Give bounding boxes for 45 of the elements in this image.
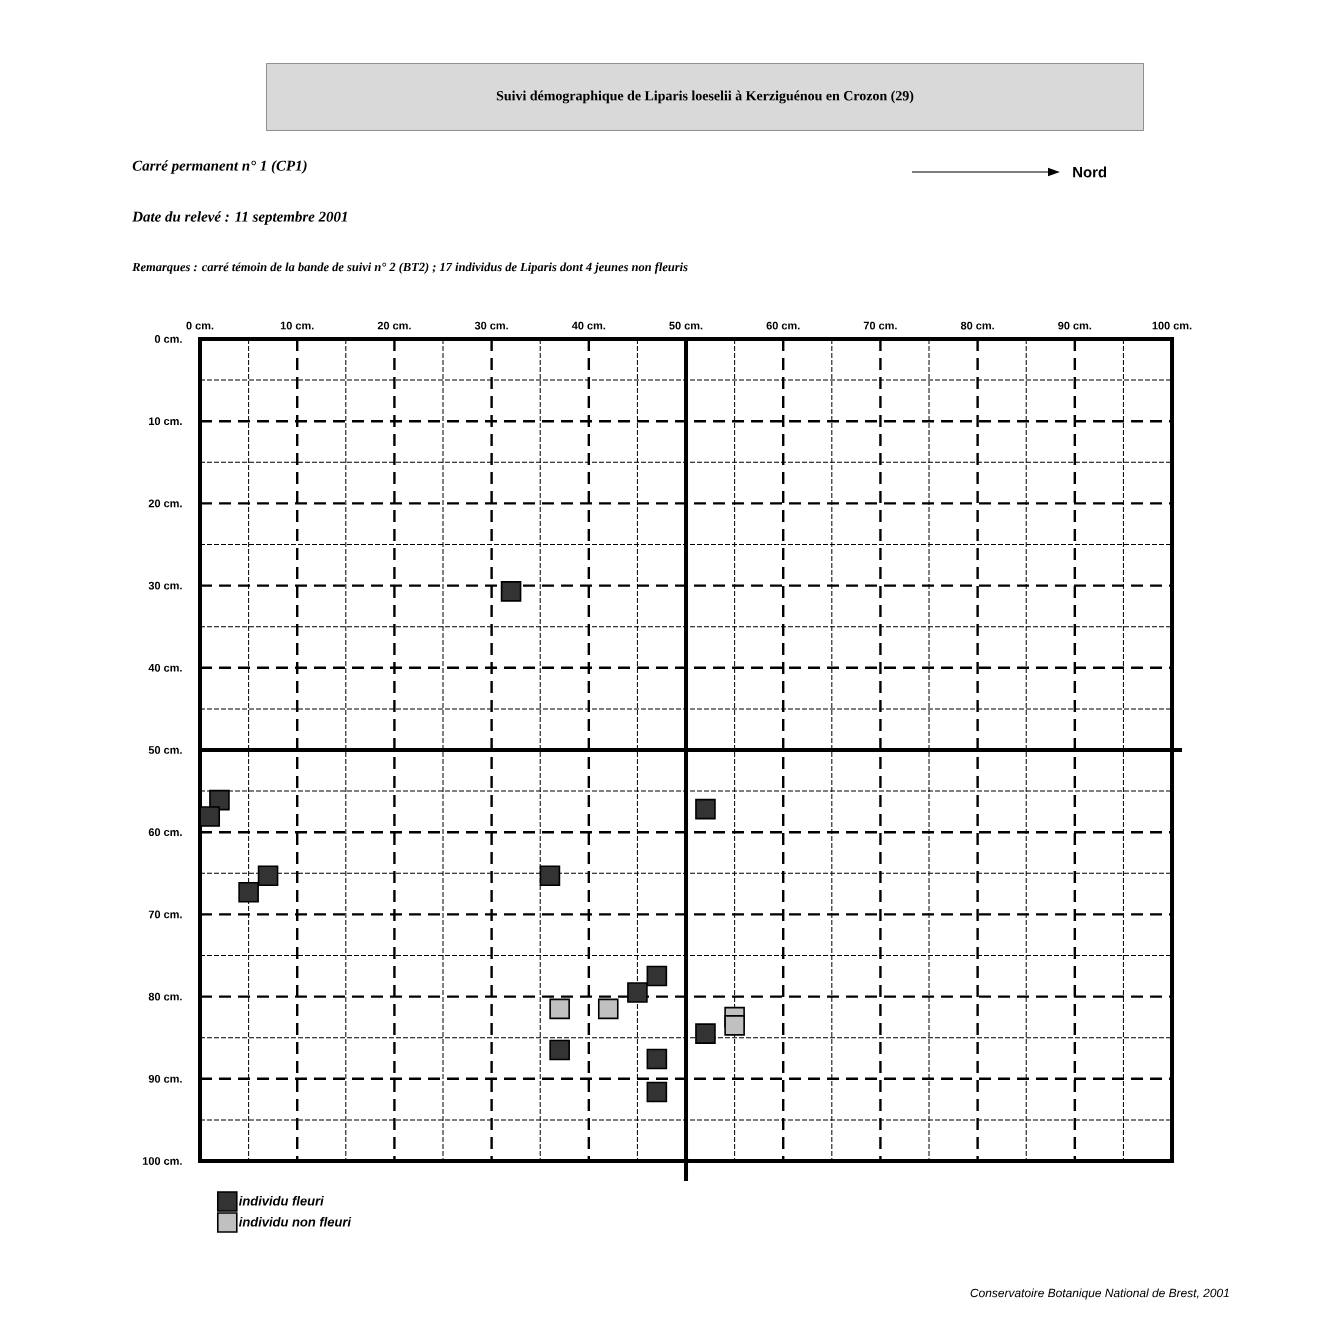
y-tick-label: 80 cm. [148, 992, 182, 1001]
x-tick-label: 30 cm. [474, 321, 508, 330]
x-tick-label: 40 cm. [571, 321, 606, 330]
point [646, 965, 668, 987]
text: Nord [1073, 166, 1107, 178]
y-tick-label: 60 cm. [148, 828, 182, 837]
text: Conservatoire Botanique National de Brest, 2001 [970, 1288, 1229, 1300]
text: Carré permanent n° 1 (CP1) [132, 160, 307, 174]
legend-label: individu fleuri [238, 1196, 324, 1206]
y-tick-label: 30 cm. [148, 581, 182, 590]
y-tick-label: 100 cm. [142, 1157, 182, 1165]
point [627, 982, 648, 1003]
y-tick-label: 90 cm. [148, 1074, 182, 1083]
x-tick-label: 70 cm. [863, 321, 897, 330]
point [646, 1081, 668, 1103]
point [500, 581, 522, 602]
y-tick-label: 0 cm. [154, 335, 182, 343]
x-tick-label: 0 cm. [186, 321, 214, 330]
chart-title: Suivi démographique de Liparis loeselii à Kerziguénou en Crozon (29) [496, 90, 914, 104]
y-tick-label: 40 cm. [148, 663, 182, 672]
y-tick-label: 10 cm. [149, 417, 182, 426]
x-tick-label: 50 cm. [669, 321, 703, 330]
y-tick-label: 50 cm. [148, 746, 182, 754]
point [257, 865, 279, 887]
y-tick-label: 70 cm. [148, 910, 182, 919]
y-tick-label: 20 cm. [148, 499, 182, 508]
point [238, 881, 259, 903]
text: Date du relevé : 11 septembre 2001 [132, 211, 347, 225]
x-tick-label: 90 cm. [1058, 321, 1092, 330]
x-tick-label: 60 cm. [766, 321, 800, 330]
point [724, 1015, 745, 1036]
x-tick-label: 20 cm. [377, 321, 411, 330]
point [646, 1048, 668, 1070]
point [549, 1039, 570, 1061]
point [695, 798, 716, 820]
x-tick-label: 10 cm. [280, 321, 314, 330]
text: Remarques : carré témoin de la bande de suivi n° 2 (BT2) ; 17 individus de Liparis dont 4 jeunes non fleuris [132, 262, 688, 274]
point [199, 806, 221, 827]
x-tick-label: 100 cm. [1152, 321, 1192, 330]
point [539, 865, 561, 887]
point [597, 998, 619, 1020]
point [695, 1023, 716, 1044]
point [549, 998, 570, 1020]
legend-label: individu non fleuri [238, 1217, 352, 1227]
x-tick-label: 80 cm. [960, 321, 994, 330]
